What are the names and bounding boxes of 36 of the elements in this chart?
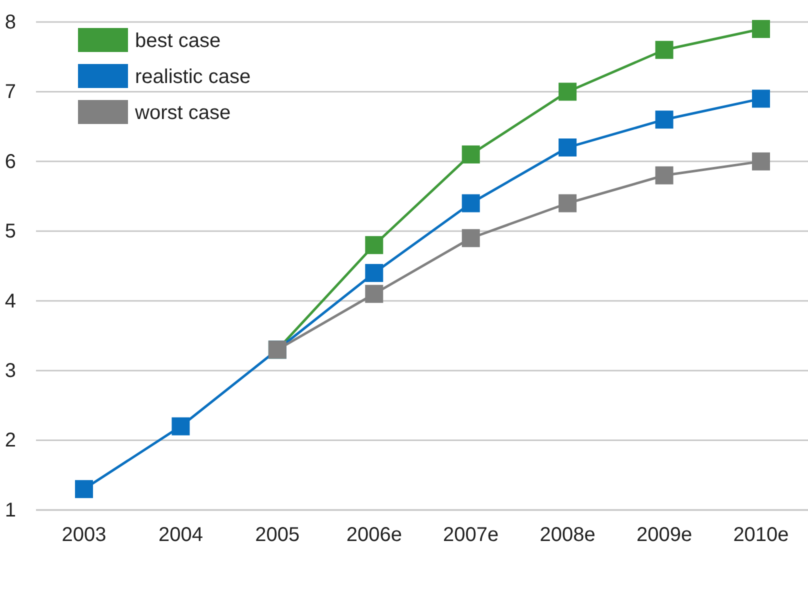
point <box>655 40 674 59</box>
point <box>558 82 577 101</box>
x-tick-label: 2004 <box>158 524 203 546</box>
y-tick-label: 6 <box>4 150 16 173</box>
x-tick-label: 2006e <box>346 524 402 546</box>
y-tick-label: 3 <box>4 360 16 382</box>
point <box>172 417 190 436</box>
y-tick-label: 1 <box>4 499 16 522</box>
point <box>365 284 384 303</box>
point <box>462 145 480 164</box>
x-tick-label: 2008e <box>540 524 596 546</box>
point <box>558 194 577 212</box>
point <box>365 264 384 282</box>
point <box>752 20 770 38</box>
legend-label: worst case <box>134 102 231 124</box>
y-tick-label: 5 <box>4 220 16 243</box>
point <box>655 110 674 129</box>
point <box>462 229 480 248</box>
x-tick-label: 2007e <box>443 524 499 546</box>
point <box>365 236 384 254</box>
point <box>752 152 770 170</box>
y-tick-label: 7 <box>4 81 16 104</box>
y-tick-label: 8 <box>4 11 16 34</box>
x-tick-label: 2003 <box>62 524 106 546</box>
x-tick-label: 2005 <box>255 524 300 546</box>
legend-label: realistic case <box>135 66 251 88</box>
point <box>558 138 577 156</box>
x-tick-label: 2010e <box>733 524 789 546</box>
legend-label: best case <box>135 30 221 52</box>
y-tick-label: 2 <box>4 430 16 452</box>
x-tick-label: 2009e <box>636 524 692 546</box>
point <box>462 194 480 212</box>
y-tick-label: 4 <box>4 290 16 312</box>
point <box>655 166 674 184</box>
point <box>75 480 93 498</box>
point <box>752 90 770 108</box>
